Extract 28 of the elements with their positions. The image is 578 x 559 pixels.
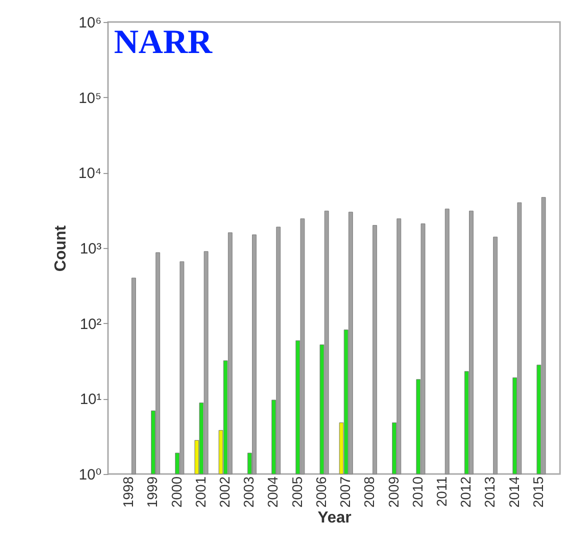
x-tick-label: 2008 bbox=[361, 476, 378, 508]
x-tick-label: 1999 bbox=[144, 476, 160, 508]
x-tick-label: 2015 bbox=[530, 476, 546, 508]
x-tick-label: 2002 bbox=[216, 476, 233, 508]
x-tick-label: 2004 bbox=[264, 476, 281, 508]
annotation: NARR bbox=[114, 24, 213, 61]
x-tick-label: 2003 bbox=[240, 476, 257, 508]
x-tick-label: 2000 bbox=[168, 476, 184, 508]
y-tick-label: 10⁴ bbox=[78, 165, 102, 182]
x-tick-label: 2006 bbox=[312, 476, 329, 508]
y-tick-label: 10² bbox=[80, 316, 102, 333]
x-tick-label: 2011 bbox=[433, 476, 450, 507]
y-tick-label: 10⁵ bbox=[78, 90, 102, 107]
x-tick-label: 1998 bbox=[120, 476, 136, 508]
x-tick-label: 2012 bbox=[458, 476, 474, 508]
y-tick-label: 10³ bbox=[80, 240, 102, 258]
y-tick-label: 10⁶ bbox=[78, 14, 102, 32]
y-tick-label: 10¹ bbox=[80, 391, 102, 408]
x-tick-label: 2010 bbox=[409, 476, 426, 508]
x-axis-title: Year bbox=[318, 510, 352, 527]
x-tick-label: 2007 bbox=[337, 476, 354, 508]
x-tick-label: 2009 bbox=[385, 476, 402, 508]
x-tick-label: 2005 bbox=[288, 476, 305, 508]
y-axis-title: Count bbox=[52, 224, 70, 272]
x-tick-label: 2013 bbox=[482, 476, 498, 508]
x-tick-label: 2014 bbox=[506, 476, 522, 508]
y-tick-label: 10⁰ bbox=[78, 466, 102, 484]
x-tick-label: 2001 bbox=[192, 476, 208, 508]
